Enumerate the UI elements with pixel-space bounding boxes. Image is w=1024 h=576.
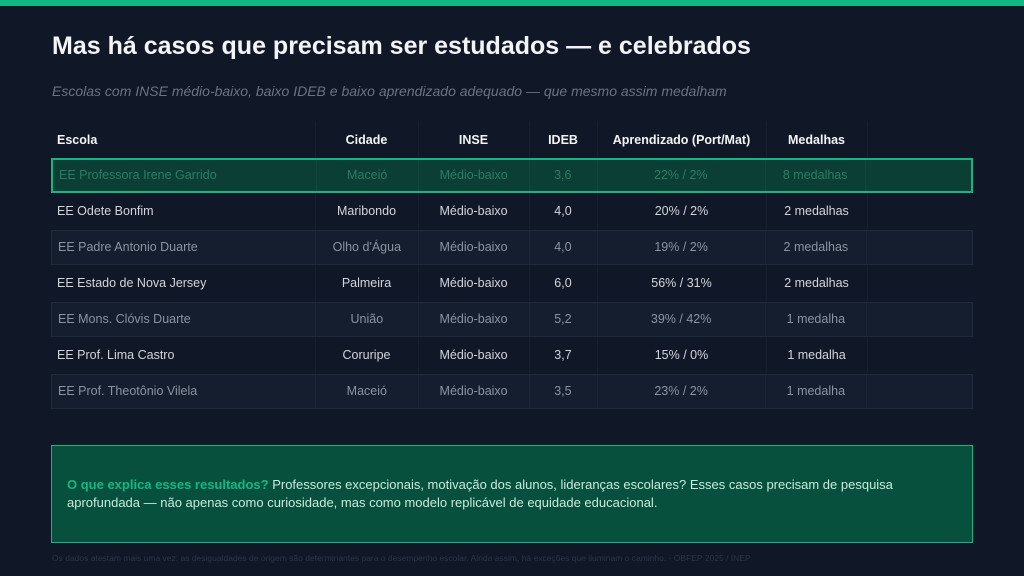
cell-medalhas: 1 medalha	[765, 375, 866, 409]
cell-aprendizado: 23% / 2%	[597, 375, 766, 409]
cell-medalhas: 2 medalhas	[766, 266, 867, 302]
cell-cidade: Coruripe	[315, 338, 418, 374]
table-row: EE Prof. Lima Castro Coruripe Médio-baix…	[51, 338, 973, 374]
cell-aprendizado: 22% / 2%	[597, 160, 765, 192]
cell-cidade: Maceió	[315, 375, 418, 409]
cell-inse: Médio-baixo	[418, 338, 529, 374]
cell-escola: EE Estado de Nova Jersey	[57, 276, 207, 291]
cell-aprendizado: 20% / 2%	[597, 194, 766, 230]
header-escola: Escola	[57, 132, 98, 147]
cell-spacer	[866, 375, 972, 409]
cell-ideb: 3,5	[529, 375, 597, 409]
cell-spacer	[867, 194, 973, 230]
cell-cidade: Maceió	[316, 160, 419, 192]
table-header-row: Escola Cidade INSE IDEB Aprendizado (Por…	[51, 122, 973, 157]
cell-ideb: 3,7	[529, 338, 597, 374]
header-aprendizado: Aprendizado (Port/Mat)	[597, 122, 766, 157]
cell-aprendizado: 15% / 0%	[597, 338, 766, 374]
cell-aprendizado: 56% / 31%	[597, 266, 766, 302]
cell-ideb: 5,2	[529, 303, 597, 337]
cell-medalhas: 2 medalhas	[766, 194, 867, 230]
cell-spacer	[867, 266, 973, 302]
cell-escola: EE Prof. Lima Castro	[57, 348, 175, 363]
cell-inse: Médio-baixo	[418, 303, 529, 337]
schools-table: Escola Cidade INSE IDEB Aprendizado (Por…	[51, 122, 973, 409]
cell-medalhas: 8 medalhas	[765, 160, 866, 192]
cell-escola: EE Padre Antonio Duarte	[58, 240, 198, 255]
cell-inse: Médio-baixo	[418, 266, 529, 302]
table-row: EE Estado de Nova Jersey Palmeira Médio-…	[51, 266, 973, 302]
callout-body: Professores excepcionais, motivação dos …	[67, 477, 893, 510]
header-inse: INSE	[418, 122, 529, 157]
table-row: EE Odete Bonfim Maribondo Médio-baixo 4,…	[51, 194, 973, 230]
cell-inse: Médio-baixo	[418, 194, 529, 230]
slide-title: Mas há casos que precisam ser estudados …	[52, 32, 751, 60]
cell-cidade: Olho d'Água	[315, 231, 418, 265]
header-ideb: IDEB	[529, 122, 597, 157]
cell-medalhas: 1 medalha	[765, 303, 866, 337]
cell-aprendizado: 19% / 2%	[597, 231, 766, 265]
cell-cidade: Palmeira	[315, 266, 418, 302]
cell-aprendizado: 39% / 42%	[597, 303, 766, 337]
footer-note: Os dados atestam mais uma vez: as desigu…	[52, 553, 751, 563]
header-cidade: Cidade	[315, 122, 418, 157]
table-row: EE Mons. Clóvis Duarte União Médio-baixo…	[51, 301, 973, 337]
cell-inse: Médio-baixo	[418, 160, 529, 192]
cell-ideb: 4,0	[529, 231, 597, 265]
cell-escola: EE Mons. Clóvis Duarte	[58, 312, 191, 327]
cell-spacer	[867, 338, 973, 374]
header-medalhas: Medalhas	[766, 122, 867, 157]
callout-lead: O que explica esses resultados?	[67, 477, 269, 492]
slide-subtitle: Escolas com INSE médio-baixo, baixo IDEB…	[52, 83, 727, 99]
cell-escola: EE Odete Bonfim	[57, 204, 154, 219]
cell-spacer	[866, 231, 972, 265]
table-row-highlighted: EE Professora Irene Garrido Maceió Médio…	[51, 157, 973, 193]
cell-cidade: União	[315, 303, 418, 337]
cell-inse: Médio-baixo	[418, 375, 529, 409]
cell-escola: EE Professora Irene Garrido	[59, 168, 217, 183]
cell-spacer	[865, 160, 971, 192]
cell-ideb: 6,0	[529, 266, 597, 302]
cell-spacer	[866, 303, 972, 337]
cell-cidade: Maribondo	[315, 194, 418, 230]
header-spacer	[867, 122, 973, 157]
table-row: EE Prof. Theotônio Vilela Maceió Médio-b…	[51, 373, 973, 409]
cell-ideb: 3,6	[529, 160, 597, 192]
cell-medalhas: 1 medalha	[766, 338, 867, 374]
accent-top-bar	[0, 0, 1024, 6]
cell-inse: Médio-baixo	[418, 231, 529, 265]
cell-medalhas: 2 medalhas	[765, 231, 866, 265]
cell-escola: EE Prof. Theotônio Vilela	[58, 384, 198, 399]
table-row: EE Padre Antonio Duarte Olho d'Água Médi…	[51, 229, 973, 265]
cell-ideb: 4,0	[529, 194, 597, 230]
insight-callout: O que explica esses resultados? Professo…	[51, 445, 973, 543]
